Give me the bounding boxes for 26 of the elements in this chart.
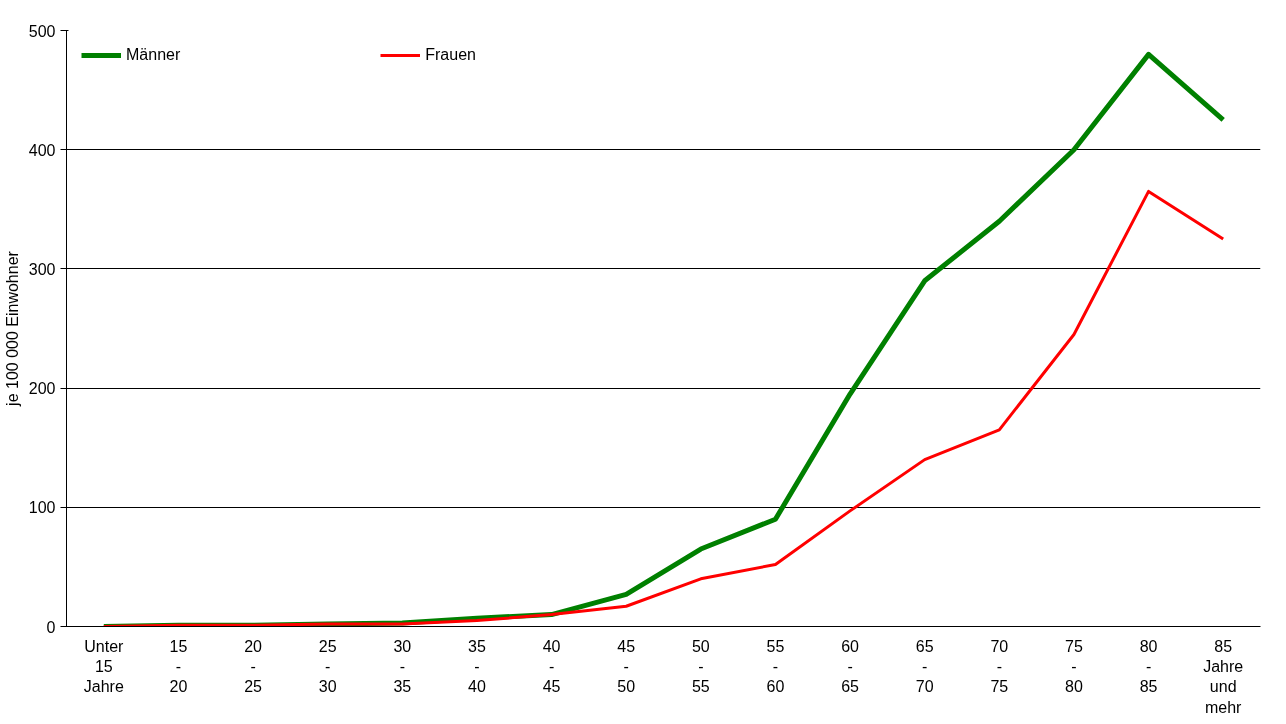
x-tick-label: 35 - 40 <box>468 637 486 696</box>
x-tick-label: 30 - 35 <box>393 637 412 696</box>
x-tick-label: 45 - 50 <box>617 637 636 696</box>
x-tick-label: Unter 15 Jahre <box>83 637 125 696</box>
y-tick-label: 500 <box>28 22 56 40</box>
y-tick-label: 0 <box>46 618 56 636</box>
x-tick-label: 40 - 45 <box>542 637 561 696</box>
x-tick-label: 70 - 75 <box>990 637 1009 696</box>
y-tick-label: 200 <box>28 380 56 398</box>
x-tick-label: 60 - 65 <box>841 637 860 696</box>
x-tick-label: 20 - 25 <box>244 637 263 696</box>
y-axis-title: je 100 000 Einwohner <box>3 250 21 407</box>
x-tick-label: 55 - 60 <box>766 637 785 696</box>
y-tick-label: 100 <box>28 499 56 517</box>
line-series <box>102 189 1225 627</box>
x-tick-label: 65 - 70 <box>915 637 934 696</box>
x-tick-label: 80 - 85 <box>1139 637 1158 696</box>
legend-label: Frauen <box>425 46 476 64</box>
y-tick-label: 300 <box>28 260 56 278</box>
x-tick-label: 25 - 30 <box>318 637 337 696</box>
legend-label: Männer <box>126 46 181 64</box>
x-tick-label: 50 - 55 <box>691 637 710 696</box>
x-tick-label: 85 Jahre und mehr <box>1203 637 1244 716</box>
x-tick-label: 15 - 20 <box>169 637 188 696</box>
y-tick-label: 400 <box>28 141 56 159</box>
x-tick-label: 75 - 80 <box>1065 637 1083 696</box>
